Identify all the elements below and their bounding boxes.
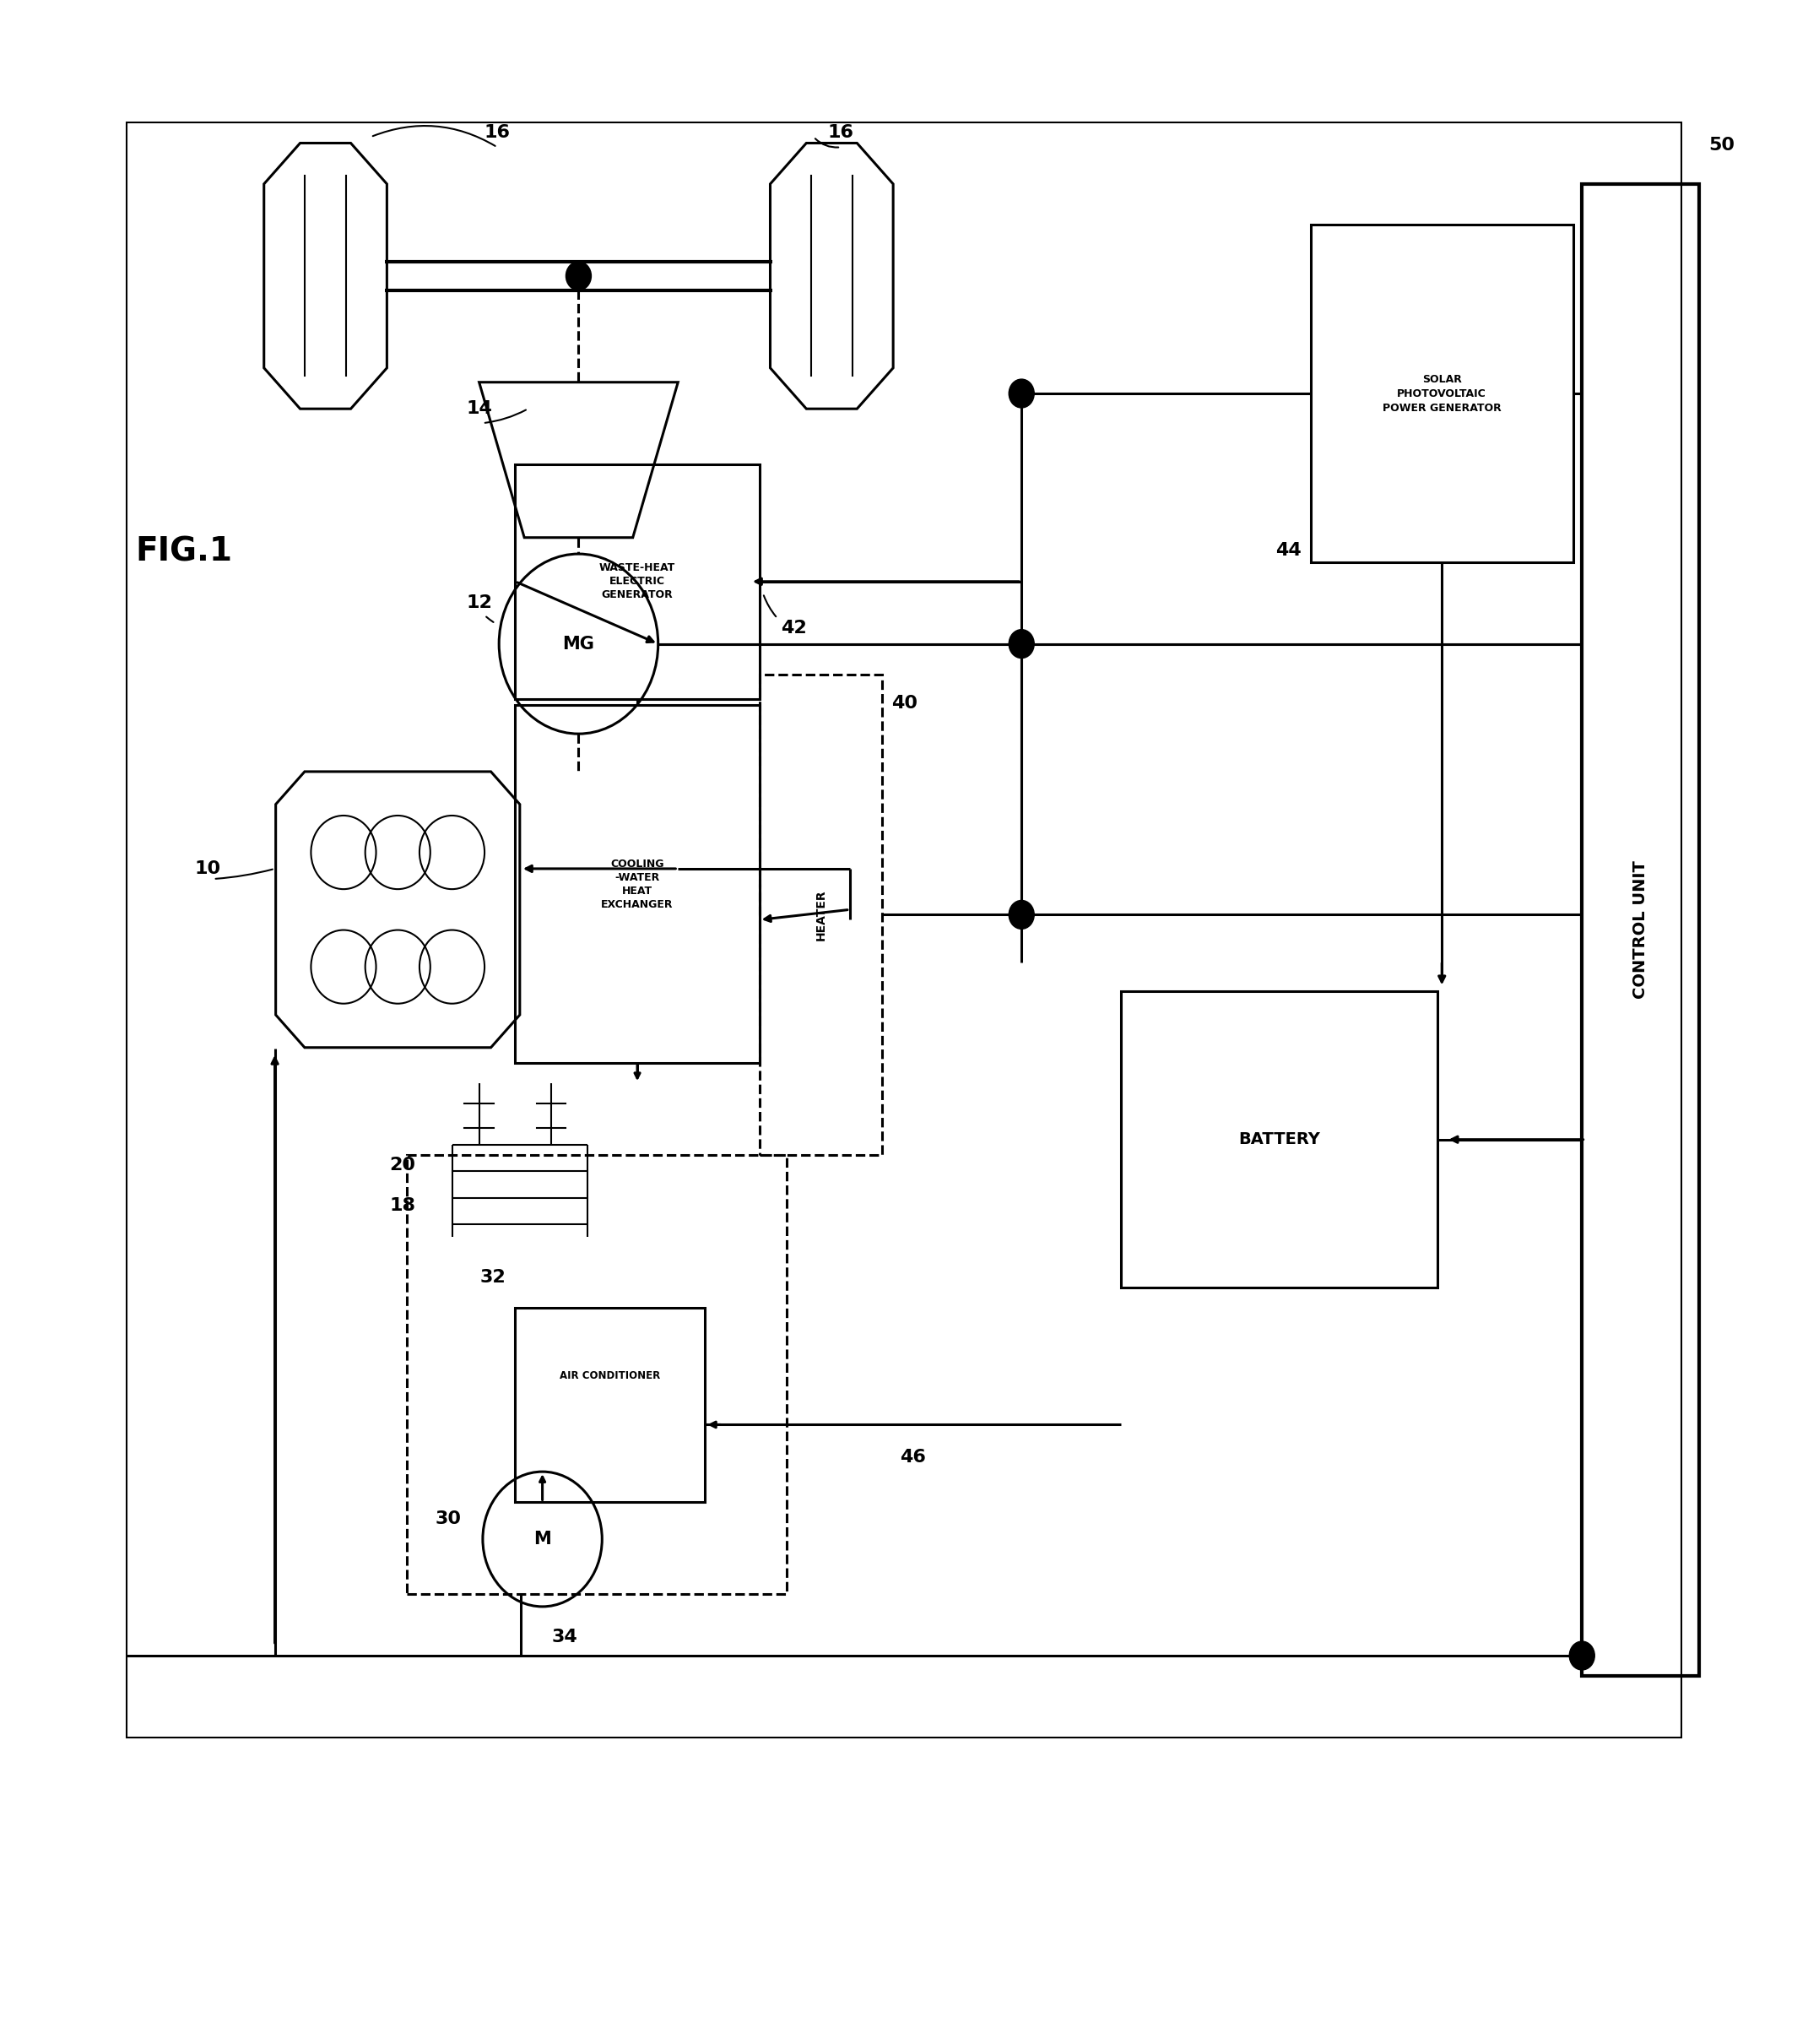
Circle shape — [1009, 899, 1034, 928]
Circle shape — [1009, 380, 1034, 407]
Text: HEATER: HEATER — [815, 889, 826, 940]
Bar — [515, 464, 759, 699]
Text: 20: 20 — [391, 1157, 416, 1173]
Bar — [407, 1155, 786, 1594]
Text: 30: 30 — [436, 1511, 461, 1527]
Text: 32: 32 — [481, 1269, 506, 1286]
Text: 34: 34 — [551, 1629, 577, 1645]
Text: 50: 50 — [1709, 137, 1734, 153]
Text: 14: 14 — [466, 401, 492, 417]
Text: 16: 16 — [485, 125, 510, 141]
Bar — [515, 705, 759, 1063]
Text: 40: 40 — [891, 695, 917, 711]
Text: 18: 18 — [391, 1198, 416, 1214]
Bar — [1311, 225, 1573, 562]
Circle shape — [1009, 630, 1034, 658]
Text: 10: 10 — [195, 861, 221, 877]
Text: WASTE-HEAT
ELECTRIC
GENERATOR: WASTE-HEAT ELECTRIC GENERATOR — [598, 562, 676, 601]
Text: M: M — [533, 1531, 551, 1547]
Circle shape — [1569, 1641, 1595, 1670]
Text: SOLAR
PHOTOVOLTAIC
POWER GENERATOR: SOLAR PHOTOVOLTAIC POWER GENERATOR — [1383, 374, 1501, 413]
Circle shape — [566, 262, 591, 290]
Bar — [515, 1308, 705, 1502]
Bar — [127, 123, 1681, 1737]
Text: AIR CONDITIONER: AIR CONDITIONER — [560, 1372, 660, 1382]
Text: 44: 44 — [1276, 542, 1302, 558]
Text: MG: MG — [562, 636, 595, 652]
Text: 16: 16 — [828, 125, 853, 141]
Bar — [1121, 991, 1437, 1288]
Bar — [1582, 184, 1700, 1676]
Text: FIG.1: FIG.1 — [136, 536, 233, 568]
Text: 12: 12 — [466, 595, 492, 611]
Bar — [759, 675, 882, 1155]
Text: 42: 42 — [781, 619, 806, 638]
Text: BATTERY: BATTERY — [1238, 1132, 1320, 1147]
Text: 46: 46 — [900, 1449, 926, 1466]
Text: COOLING
-WATER
HEAT
EXCHANGER: COOLING -WATER HEAT EXCHANGER — [602, 858, 673, 910]
Text: CONTROL UNIT: CONTROL UNIT — [1633, 861, 1649, 1000]
